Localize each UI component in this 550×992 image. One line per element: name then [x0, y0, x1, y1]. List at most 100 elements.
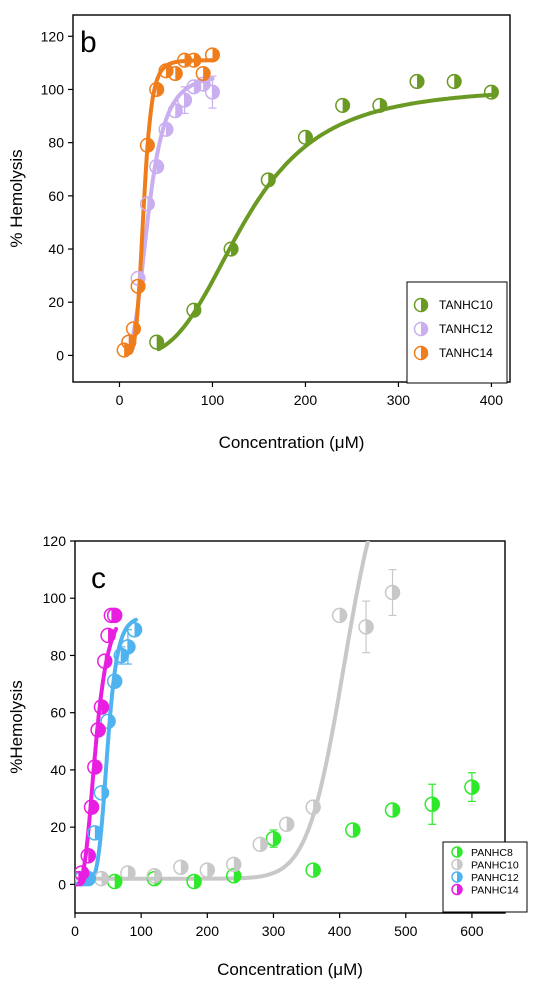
data-point-tanhc14-8: [177, 52, 193, 68]
y-tick-label-0: 0: [56, 347, 64, 363]
data-point-tanhc14-3-outline: [130, 278, 146, 294]
y-tick-label-80: 80: [50, 647, 66, 663]
data-point-panhc10-7-outline: [278, 816, 295, 833]
data-point-panhc14-5: [90, 722, 106, 738]
x-tick-label-400: 400: [480, 392, 504, 408]
data-point-panhc10-8-outline: [305, 799, 321, 815]
data-point-tanhc10-2: [223, 241, 239, 257]
x-tick-label-100: 100: [129, 923, 153, 939]
data-point-panhc10-9-outline: [331, 607, 348, 624]
legend-label-tanhc14: TANHC14: [439, 346, 493, 360]
fit-curve-tanhc10: [156, 92, 494, 352]
data-point-panhc8-4: [265, 830, 282, 847]
data-point-tanhc14-10-outline: [195, 65, 211, 82]
data-point-tanhc10-3: [260, 172, 276, 188]
data-point-panhc12-2: [87, 825, 103, 841]
data-point-tanhc10-4: [297, 129, 313, 145]
data-point-panhc14-1-outline: [75, 865, 90, 881]
data-point-panhc8-8-outline: [424, 796, 440, 813]
data-point-panhc12-2-outline: [87, 825, 103, 841]
x-tick-label-300: 300: [387, 392, 411, 408]
data-point-tanhc10-9: [483, 84, 499, 100]
panel-letter: c: [91, 562, 106, 595]
y-tick-label-0: 0: [58, 876, 66, 892]
x-tick-label-200: 200: [196, 923, 220, 939]
x-tick-label-0: 0: [116, 392, 124, 408]
x-axis-title: Concentration (μM): [219, 433, 365, 452]
fit-curve-panhc14: [75, 627, 118, 887]
legend-label-panhc12: PANHC12: [471, 872, 519, 884]
data-point-panhc14-6: [93, 699, 110, 715]
data-point-panhc14-7: [97, 653, 113, 669]
data-point-panhc10-6: [252, 836, 268, 853]
data-point-tanhc14-7-outline: [167, 65, 183, 82]
data-point-tanhc14-5: [149, 81, 165, 98]
data-point-panhc14-2: [80, 848, 96, 864]
data-point-panhc12-5: [106, 673, 123, 689]
data-point-panhc8-0: [106, 873, 123, 890]
legend-marker-panhc10-outline: [451, 858, 463, 871]
legend-marker-tanhc10-outline: [413, 297, 429, 313]
data-point-tanhc14-4: [139, 137, 155, 153]
data-point-panhc12-4-outline: [100, 713, 116, 730]
legend-marker-tanhc12-outline: [413, 321, 429, 337]
legend-label-tanhc12: TANHC12: [439, 322, 493, 336]
data-point-tanhc10-0-outline: [149, 334, 165, 350]
data-point-tanhc12-9: [204, 84, 221, 100]
legend-marker-tanhc12: [413, 321, 429, 337]
data-point-panhc12-4: [100, 713, 116, 730]
legend-marker-panhc10: [451, 858, 463, 871]
data-point-tanhc10-2-outline: [223, 241, 239, 257]
data-point-panhc14-10: [106, 607, 123, 624]
data-point-panhc14-5-outline: [90, 722, 106, 738]
data-point-tanhc10-0: [149, 334, 165, 350]
data-point-tanhc14-9-outline: [186, 52, 202, 68]
x-tick-label-200: 200: [294, 392, 318, 408]
legend-marker-tanhc10: [413, 297, 429, 313]
data-point-tanhc10-5-outline: [335, 97, 351, 113]
legend-marker-panhc14: [451, 883, 463, 896]
x-axis-title: Concentration (μM): [217, 960, 363, 979]
data-point-panhc10-2: [146, 868, 163, 884]
legend-label-tanhc10: TANHC10: [439, 298, 493, 312]
x-tick-label-600: 600: [460, 923, 484, 939]
panel-letter: b: [80, 26, 97, 59]
data-point-panhc8-5: [305, 862, 321, 878]
data-point-tanhc14-8-outline: [177, 52, 193, 68]
data-point-tanhc14-11: [204, 47, 221, 63]
data-point-tanhc12-7-outline: [186, 79, 202, 95]
data-point-panhc12-3-outline: [93, 785, 110, 801]
data-point-tanhc12-3-outline: [149, 159, 165, 175]
data-point-tanhc10-5: [335, 97, 351, 113]
data-point-panhc14-2-outline: [80, 848, 96, 864]
data-point-panhc8-5-outline: [305, 862, 321, 878]
data-point-tanhc14-10: [195, 65, 211, 82]
data-point-panhc10-4-outline: [199, 862, 216, 878]
data-point-tanhc12-4-outline: [158, 121, 174, 137]
data-point-panhc10-7: [278, 816, 295, 833]
plot-frame: [72, 14, 511, 383]
data-point-tanhc10-6-outline: [372, 97, 388, 113]
y-tick-label-20: 20: [48, 294, 64, 310]
data-point-tanhc14-3: [130, 278, 146, 294]
data-point-panhc8-4-outline: [265, 830, 282, 847]
data-point-panhc8-8: [424, 796, 440, 813]
data-point-panhc10-2-outline: [146, 868, 163, 884]
data-point-tanhc12-4: [158, 121, 174, 137]
y-tick-label-120: 120: [43, 533, 67, 549]
data-point-panhc8-2: [186, 873, 202, 890]
data-point-panhc14-8-outline: [100, 627, 116, 644]
legend-marker-tanhc14: [413, 345, 429, 361]
y-tick-label-100: 100: [43, 590, 67, 606]
data-point-panhc10-10-outline: [358, 619, 374, 635]
legend-marker-tanhc14-outline: [413, 345, 429, 361]
data-point-panhc14-7-outline: [97, 653, 113, 669]
data-point-tanhc14-6-outline: [158, 63, 174, 79]
data-point-tanhc12-5-outline: [167, 103, 183, 119]
legend-label-panhc10: PANHC10: [471, 860, 519, 872]
legend: TANHC10 TANHC12 TANHC14: [406, 281, 508, 384]
data-point-tanhc14-2-outline: [125, 321, 141, 337]
data-point-panhc10-1-outline: [120, 865, 136, 881]
y-tick-label-80: 80: [48, 135, 64, 151]
